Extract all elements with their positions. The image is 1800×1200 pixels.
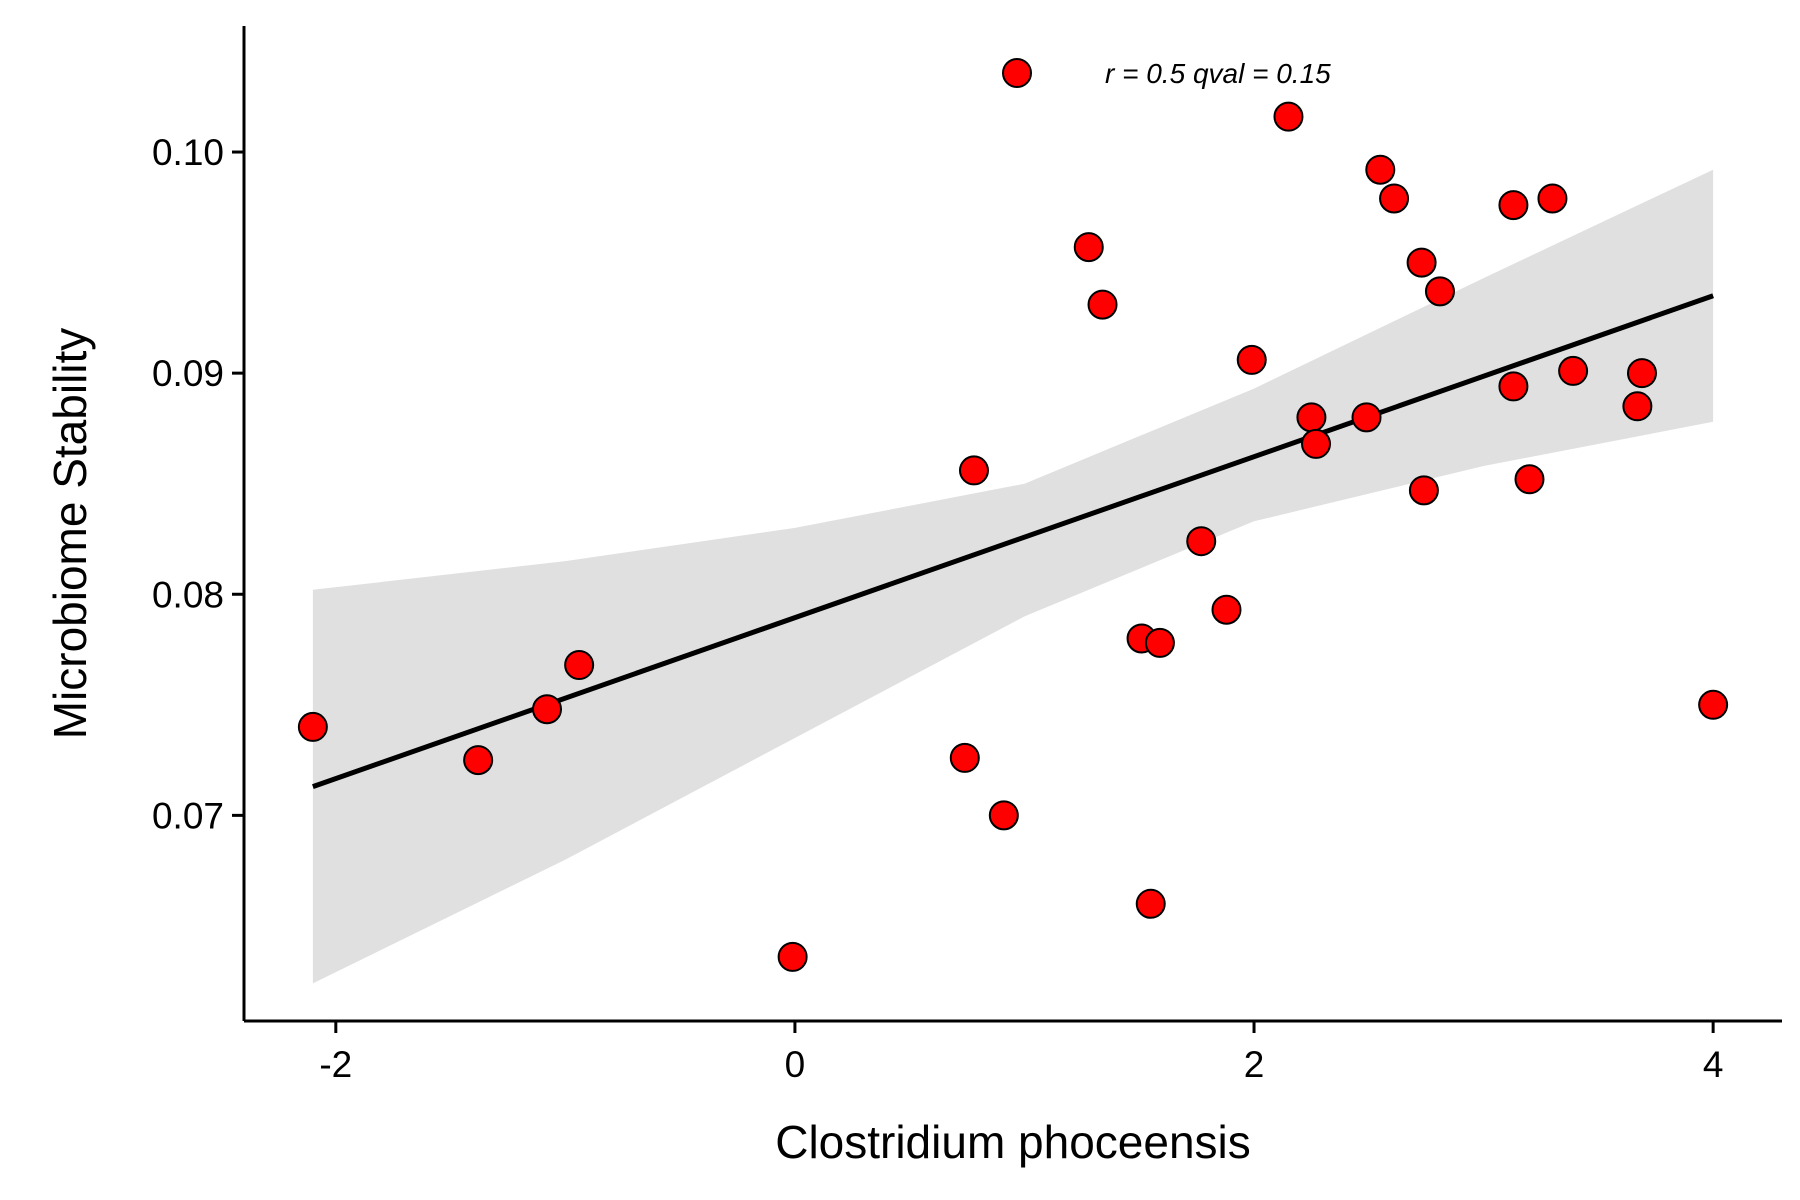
data-point [1211,594,1242,625]
axes-layer [242,26,1782,1023]
data-point [1537,183,1568,214]
regression-line-layer [312,293,1714,789]
data-point [1236,344,1267,375]
data-point [1301,428,1332,459]
legend-marker [1002,58,1032,88]
data-point [1558,355,1589,386]
data-point [297,711,328,742]
data-point [1379,183,1410,214]
data-point [564,650,595,681]
data-point [1626,358,1657,389]
data-point [1273,101,1304,132]
data-points-layer [297,101,1729,972]
data-point [1186,526,1217,557]
data-point [1087,289,1118,320]
data-point [988,800,1019,831]
x-tick-label: -2 [319,1044,352,1085]
data-point [1406,247,1437,278]
data-point [532,694,563,725]
x-tick-label: 2 [1244,1044,1265,1085]
x-tick-label: 4 [1703,1044,1724,1085]
data-point [958,455,989,486]
data-point [1498,190,1529,221]
x-axis-title: Clostridium phoceensis [775,1116,1251,1168]
data-point [1135,888,1166,919]
data-point [1698,689,1729,720]
data-point [1424,276,1455,307]
y-tick-label: 0.09 [152,353,224,394]
data-point [1498,371,1529,402]
data-point [463,745,494,776]
y-axis-title: Microbiome Stability [44,328,96,740]
x-tick-label: 0 [785,1044,806,1085]
y-ticks: 0.07 0.08 0.09 0.10 [152,132,244,836]
data-point [1622,391,1653,422]
data-point [777,941,808,972]
x-ticks: -2 0 2 4 [319,1021,1723,1085]
y-tick-label: 0.08 [152,574,224,615]
data-point [1073,232,1104,263]
confidence-band-layer [312,169,1714,984]
data-point [1514,464,1545,495]
legend-annotation: r = 0.5 qval = 0.15 [1105,58,1331,89]
y-tick-label: 0.10 [152,132,224,173]
legend: r = 0.5 qval = 0.15 [1002,58,1331,89]
data-point [1296,402,1327,433]
data-point [1365,154,1396,185]
data-point [1351,402,1382,433]
y-tick-label: 0.07 [152,795,224,836]
data-point [1144,627,1175,658]
regression-line [312,293,1714,789]
data-point [1408,475,1439,506]
data-point [949,742,980,773]
confidence-band [312,169,1714,984]
